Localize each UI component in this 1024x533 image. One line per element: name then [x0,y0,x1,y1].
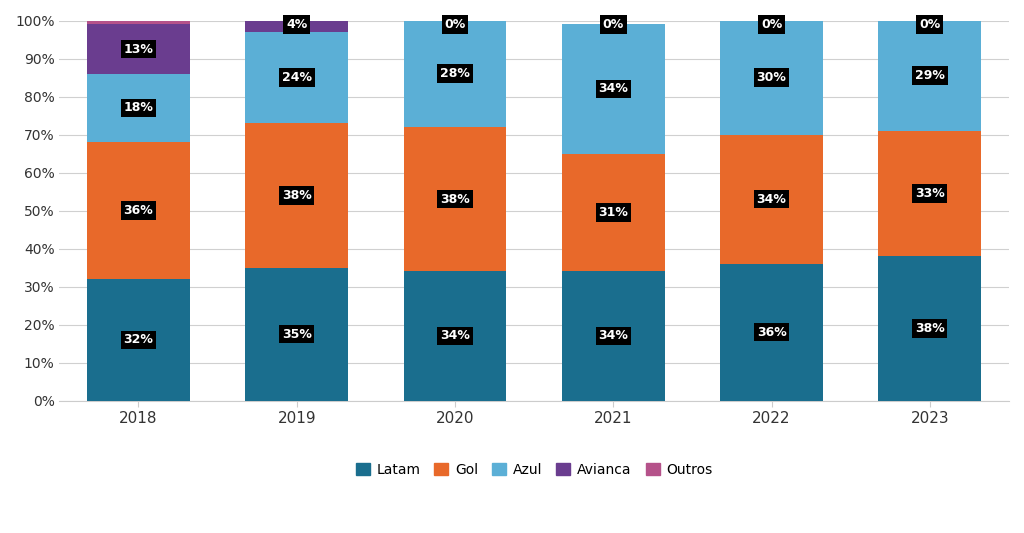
Bar [403,20,507,127]
Bar [403,127,507,271]
Text: 38%: 38% [440,192,470,206]
Bar [87,25,189,74]
Text: 0%: 0% [761,18,782,31]
Text: 4%: 4% [286,18,307,31]
Text: 0%: 0% [920,18,940,31]
Text: 29%: 29% [914,69,945,82]
Bar [87,279,189,401]
Bar [879,20,981,131]
Bar [403,271,507,401]
Bar [246,32,348,123]
Bar [720,20,823,134]
Bar [879,131,981,256]
Text: 34%: 34% [757,192,786,206]
Text: 32%: 32% [124,333,154,346]
Text: 30%: 30% [757,71,786,84]
Bar [562,25,665,154]
Text: 28%: 28% [440,67,470,80]
Text: 34%: 34% [598,83,629,95]
Bar [87,20,189,25]
Text: 34%: 34% [598,329,629,343]
Bar [720,264,823,401]
Bar [720,134,823,264]
Bar [246,17,348,32]
Bar [87,142,189,279]
Text: 36%: 36% [124,204,154,217]
Text: 35%: 35% [282,328,311,341]
Text: 38%: 38% [915,322,945,335]
Bar [562,154,665,271]
Bar [562,271,665,401]
Text: 0%: 0% [603,18,624,31]
Bar [87,74,189,142]
Text: 13%: 13% [124,43,154,55]
Bar [879,256,981,401]
Text: 18%: 18% [124,101,154,115]
Text: 38%: 38% [282,189,311,202]
Text: 0%: 0% [444,18,466,31]
Text: 36%: 36% [757,326,786,338]
Text: 34%: 34% [440,329,470,343]
Bar [246,123,348,268]
Bar [246,268,348,401]
Legend: Latam, Gol, Azul, Avianca, Outros: Latam, Gol, Azul, Avianca, Outros [350,457,718,482]
Text: 24%: 24% [282,71,311,84]
Text: 33%: 33% [915,187,945,200]
Text: 31%: 31% [598,206,629,219]
